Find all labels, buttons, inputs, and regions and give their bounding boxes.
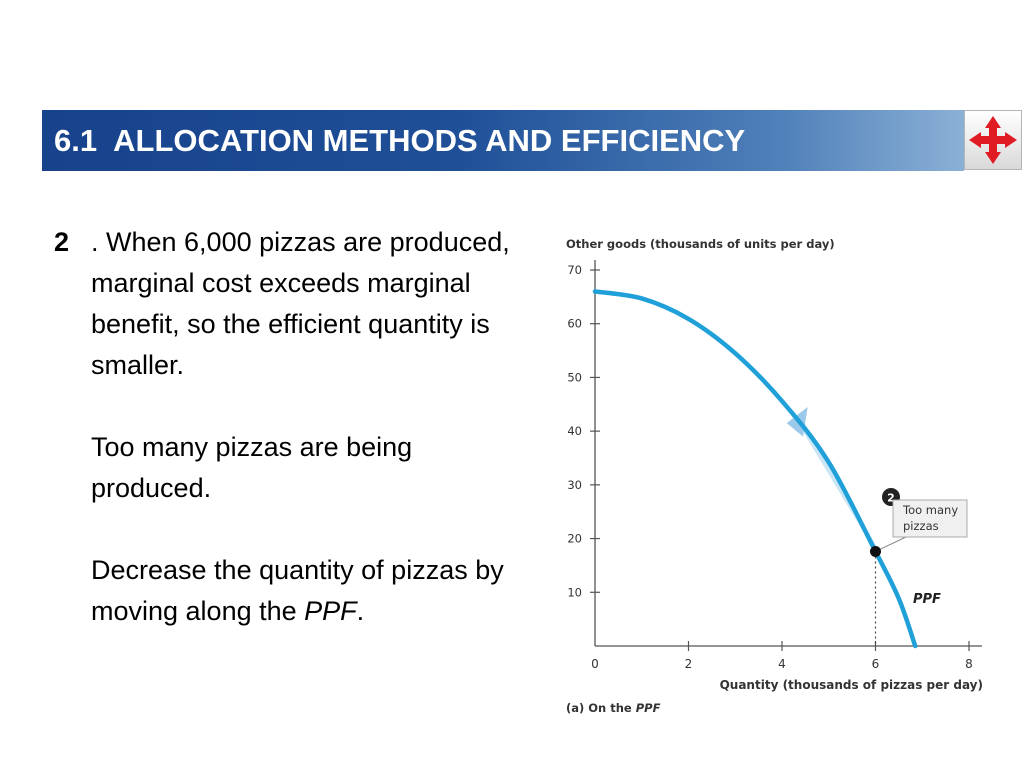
x-axis-label: Quantity (thousands of pizzas per day)	[720, 678, 983, 692]
title-bar: 6.1 ALLOCATION METHODS AND EFFICIENCY	[42, 110, 964, 171]
annotation-box	[892, 499, 968, 538]
point-2-marker	[870, 545, 881, 557]
chart-caption: (a) On the PPF	[566, 701, 661, 715]
ppf-chart: Other goods (thousands of units per day)…	[566, 237, 983, 715]
point-text: . When 6,000 pizzas are produced, margin…	[91, 227, 510, 380]
annotation-text-line2: pizzas	[903, 519, 939, 533]
x-axis: 0 2 4 6 8	[591, 641, 982, 671]
ppf-series-label: PPF	[913, 592, 941, 607]
y-tick-label: 50	[567, 370, 582, 384]
four-arrows-icon	[969, 116, 1017, 164]
slide-body: 2 . When 6,000 pizzas are produced, marg…	[54, 222, 524, 673]
y-tick-label: 30	[567, 478, 582, 492]
action-text-ppf: PPF	[304, 596, 357, 626]
x-tick-label: 2	[685, 657, 693, 671]
x-tick-label: 0	[591, 657, 599, 671]
conclusion-paragraph: Too many pizzas are being produced.	[54, 427, 524, 509]
x-tick-label: 4	[778, 657, 786, 671]
action-text: Decrease the quantity of pizzas by movin…	[91, 555, 504, 626]
annotation-text-line1: Too many	[902, 503, 958, 517]
action-text-period: .	[356, 596, 365, 626]
y-tick-label: 20	[567, 532, 582, 546]
y-tick-label: 60	[567, 317, 582, 331]
plot-area: 2 Too many pizzas PPF	[592, 289, 968, 649]
x-tick-label: 8	[965, 657, 973, 671]
annotation-leader	[875, 536, 907, 552]
navigation-button[interactable]	[964, 110, 1022, 170]
y-axis: 10 20 30 40 50 60 70	[567, 260, 600, 646]
ppf-curve	[592, 289, 918, 649]
point-number: 2	[54, 227, 70, 257]
point-paragraph: 2 . When 6,000 pizzas are produced, marg…	[54, 222, 524, 386]
action-paragraph: Decrease the quantity of pizzas by movin…	[54, 550, 524, 632]
conclusion-text: Too many pizzas are being produced.	[91, 432, 413, 503]
y-tick-label: 40	[567, 424, 582, 438]
y-tick-label: 70	[567, 263, 582, 277]
slide-title: 6.1 ALLOCATION METHODS AND EFFICIENCY	[54, 123, 746, 158]
point-2-badge-label: 2	[887, 492, 895, 505]
x-tick-label: 6	[872, 657, 880, 671]
y-tick-label: 10	[567, 585, 582, 599]
y-axis-label: Other goods (thousands of units per day)	[566, 237, 835, 251]
